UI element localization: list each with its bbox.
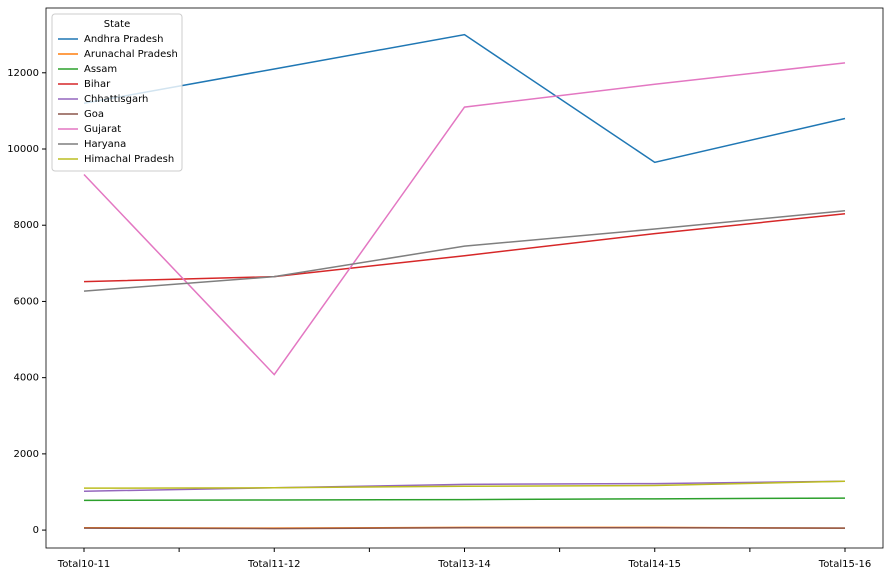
y-tick-label: 2000 xyxy=(14,449,39,460)
series-line xyxy=(83,497,846,502)
y-tick-label: 6000 xyxy=(14,296,39,307)
y-tick-label: 4000 xyxy=(14,373,39,384)
legend: State Andhra Pradesh Arunachal Pradesh Assa… xyxy=(51,13,183,172)
legend-label: Assam xyxy=(84,64,117,75)
legend-label: Himachal Pradesh xyxy=(84,154,174,165)
plot-area xyxy=(46,8,883,548)
series-line xyxy=(83,213,846,283)
legend-label: Gujarat xyxy=(84,124,121,135)
y-tick-label: 0 xyxy=(33,525,39,536)
legend-label: Goa xyxy=(84,109,104,120)
legend-label: Haryana xyxy=(84,139,126,150)
series-line xyxy=(83,527,846,530)
series-line xyxy=(83,33,846,164)
legend-label: Andhra Pradesh xyxy=(84,34,163,45)
x-tick-label: Total15-16 xyxy=(818,559,871,570)
x-tick-label: Total13-14 xyxy=(437,559,490,570)
x-tick-label: Total11-12 xyxy=(247,559,300,570)
x-tick-label: Total14-15 xyxy=(628,559,681,570)
plot-frame xyxy=(45,7,884,549)
legend-box xyxy=(51,13,183,172)
y-tick-label: 10000 xyxy=(7,144,39,155)
y-tick-label: 12000 xyxy=(7,68,39,79)
legend-title: State xyxy=(104,19,130,30)
series-line xyxy=(83,480,846,489)
legend-label: Bihar xyxy=(84,79,111,90)
series-line xyxy=(83,480,846,492)
series-line xyxy=(83,62,846,376)
legend-label: Chhattisgarh xyxy=(84,94,148,105)
series-line xyxy=(83,209,846,292)
x-tick-label: Total10-11 xyxy=(57,559,110,570)
y-tick-label: 8000 xyxy=(14,220,39,231)
legend-label: Arunachal Pradesh xyxy=(84,49,178,60)
